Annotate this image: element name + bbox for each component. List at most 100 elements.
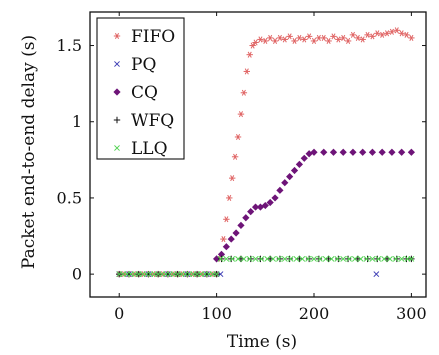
cq-point-17 [295,160,303,169]
llq-point-25 [213,271,220,278]
llq-point-36 [276,255,282,262]
plot-frame [89,11,427,298]
wfq-point-29 [393,255,400,263]
x-tick-label: 100 [201,304,232,323]
llq-point-44 [322,255,329,262]
legend-cq-marker [113,88,121,96]
fifo-point-32 [249,42,256,49]
fifo-point-50 [335,36,342,43]
x-axis-label: Time (s) [227,332,297,352]
fifo-point-28 [237,111,245,118]
llq-point-28 [229,255,236,262]
llq-point-57 [398,255,405,262]
wfq-point-26 [364,255,371,263]
pq-point-12 [373,271,380,278]
fifo-point-52 [344,37,352,44]
fifo-point-31 [246,51,253,58]
llq-point-31 [246,255,253,262]
cq-point-10 [261,201,269,210]
fifo-point-37 [271,37,279,44]
llq-point-29 [235,255,241,262]
fifo-point-58 [374,30,381,37]
legend-pq-marker [114,61,120,67]
fifo-point-29 [240,89,248,96]
llq-point-49 [351,255,358,262]
wfq-point-25 [354,255,362,263]
cq-point-20 [310,148,318,156]
fifo-point-24 [226,194,233,201]
fifo-point-62 [393,27,400,34]
cq-point-30 [407,148,415,156]
fifo-point-27 [234,133,242,141]
fifo-point-56 [364,31,371,38]
cq-point-18 [300,154,308,162]
fifo-point-59 [378,31,386,38]
llq-point-34 [264,255,271,262]
fifo-point-30 [243,68,250,75]
wfq-point-20 [305,255,313,263]
wfq-point-13 [237,255,245,263]
cq-point-12 [271,194,279,202]
llq-point-47 [340,255,347,262]
fifo-point-53 [349,31,357,38]
cq-point-5 [237,221,245,229]
fifo-point-65 [408,34,415,41]
cq-point-25 [359,148,367,156]
x-tick-label: 0 [114,304,124,323]
fifo-point-54 [354,34,362,41]
llq-point-51 [363,255,370,262]
cq-point-21 [320,148,328,156]
fifo-point-38 [276,34,284,41]
llq-point-45 [328,255,335,262]
x-tick-label: 300 [396,304,427,323]
cq-point-4 [232,229,240,237]
llq-point-46 [334,255,341,262]
fifo-point-40 [286,33,293,40]
llq-point-26 [217,255,224,262]
cq-point-7 [247,208,255,216]
llq-point-55 [387,255,393,262]
fifo-point-25 [228,175,236,182]
cq-point-13 [276,186,284,194]
llq-point-38 [287,255,294,262]
llq-point-27 [223,255,230,262]
cq-point-28 [388,148,396,156]
fifo-point-34 [257,36,264,43]
cq-point-6 [242,214,250,222]
wfq-point-19 [296,255,303,263]
cq-point-23 [339,148,347,156]
llq-point-54 [381,255,388,262]
wfq-point-24 [344,255,352,263]
llq-point-33 [258,255,265,262]
cq-point-9 [256,203,265,211]
wfq-point-21 [315,255,323,263]
llq-point-39 [293,255,300,262]
wfq-point-14 [247,255,254,263]
cq-point-2 [222,243,230,251]
llq-point-48 [346,255,352,262]
cq-point-14 [281,179,289,187]
cq-point-29 [398,148,406,156]
cq-point-3 [227,235,235,243]
cq-point-24 [349,148,357,156]
y-tick-label: 1.5 [57,36,82,55]
x-tick-label: 200 [299,304,330,323]
llq-point-32 [252,255,259,262]
chart-marks [116,27,415,278]
fifo-point-45 [310,37,318,44]
legend-llq-label: LLQ [131,139,168,159]
y-tick-label: 0 [72,265,82,284]
fifo-point-23 [223,216,230,223]
cq-point-26 [368,148,377,156]
legend: FIFO PQ CQ WFQ LLQ [96,17,185,160]
llq-point-56 [392,255,399,262]
llq-point-40 [299,255,306,262]
fifo-point-48 [325,37,332,44]
legend-fifo-marker [113,32,121,40]
fifo-point-57 [369,33,376,40]
llq-point-42 [311,255,317,262]
cq-point-22 [329,148,338,156]
wfq-point-17 [276,255,284,263]
llq-point-52 [369,255,376,262]
